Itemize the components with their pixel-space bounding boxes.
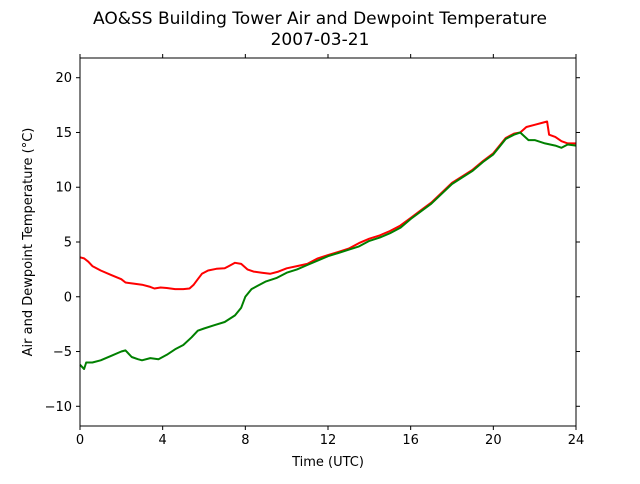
x-tick-label: 0 — [76, 433, 84, 448]
x-tick-label: 8 — [241, 433, 249, 448]
x-tick-label: 12 — [320, 433, 337, 448]
y-axis-label: Air and Dewpoint Temperature (°C) — [21, 128, 36, 357]
y-tick-label: 20 — [55, 71, 72, 86]
y-tick-label: 5 — [64, 236, 72, 251]
x-axis-label: Time (UTC) — [291, 455, 364, 470]
plot-frame — [79, 57, 577, 427]
x-tick-label: 4 — [159, 433, 167, 448]
series-line-2 — [79, 131, 577, 370]
chart-subtitle: 2007-03-21 — [271, 30, 370, 50]
x-tick-label: 16 — [402, 433, 419, 448]
y-tick-label: −10 — [45, 400, 72, 415]
y-tick-label: 10 — [55, 181, 72, 196]
x-tick-label: 20 — [485, 433, 502, 448]
y-tick-label: −5 — [53, 345, 72, 360]
chart-title: AO&SS Building Tower Air and Dewpoint Te… — [93, 9, 547, 29]
y-tick-label: 15 — [55, 126, 72, 141]
x-tick-label: 24 — [568, 433, 585, 448]
y-tick-label: 0 — [64, 290, 72, 305]
series-line-1 — [79, 120, 576, 291]
